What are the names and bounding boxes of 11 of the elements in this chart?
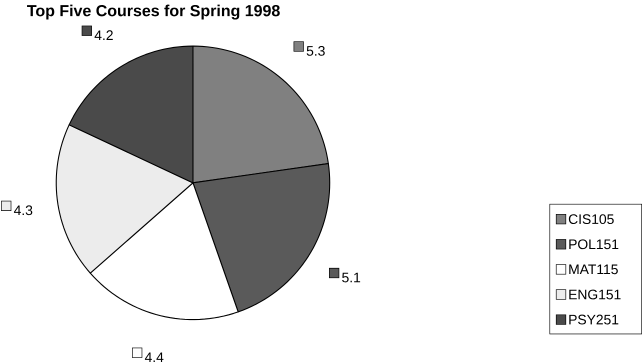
data-label: 4.2 [94,30,113,40]
data-label: 5.1 [342,272,360,282]
chart-title: Top Five Courses for Spring 1998 [27,4,280,20]
legend-label: MAT115 [569,264,618,274]
legend-label: ENG151 [569,290,621,300]
data-label: 4.4 [144,352,164,362]
legend-label: PSY251 [569,314,618,324]
data-label: 4.3 [14,205,32,216]
legend-label: POL151 [569,239,618,250]
data-label: 5.3 [306,46,325,56]
legend-label: CIS105 [568,214,614,224]
